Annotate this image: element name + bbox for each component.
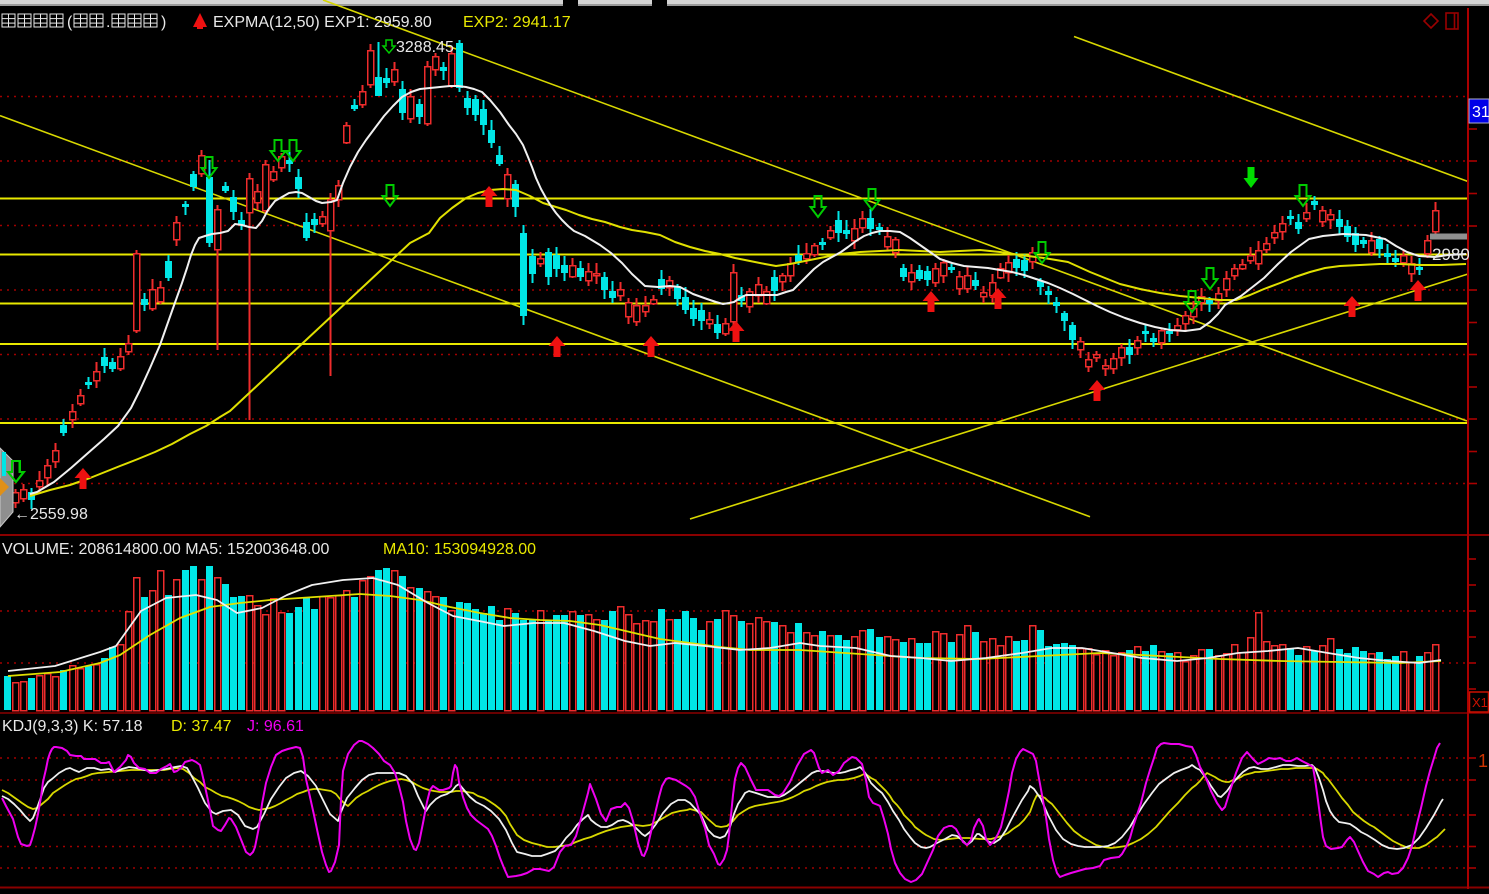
svg-text:J: 96.61: J: 96.61 <box>247 718 304 735</box>
svg-text:VOLUME: 208614800.00 MA5: 152: VOLUME: 208614800.00 MA5: 152003648.00 <box>2 541 329 558</box>
svg-text:←2559.98: ←2559.98 <box>14 506 88 523</box>
svg-text:2980: 2980 <box>1432 245 1470 264</box>
svg-text:.: . <box>106 14 110 31</box>
svg-text:31: 31 <box>1472 104 1489 121</box>
svg-text:D: 37.47: D: 37.47 <box>171 718 232 735</box>
svg-text:1: 1 <box>1478 751 1488 771</box>
svg-text:EXPMA(12,50) EXP1: 2959.80: EXPMA(12,50) EXP1: 2959.80 <box>213 14 432 31</box>
svg-text:(: ( <box>67 14 73 31</box>
svg-text:KDJ(9,3,3) K: 57.18: KDJ(9,3,3) K: 57.18 <box>2 718 143 735</box>
svg-text:MA10: 153094928.00: MA10: 153094928.00 <box>383 541 536 558</box>
svg-text:): ) <box>161 14 166 31</box>
svg-text:3288.45: 3288.45 <box>396 39 454 56</box>
svg-text:X1: X1 <box>1472 695 1488 710</box>
svg-text:EXP2: 2941.17: EXP2: 2941.17 <box>463 14 571 31</box>
